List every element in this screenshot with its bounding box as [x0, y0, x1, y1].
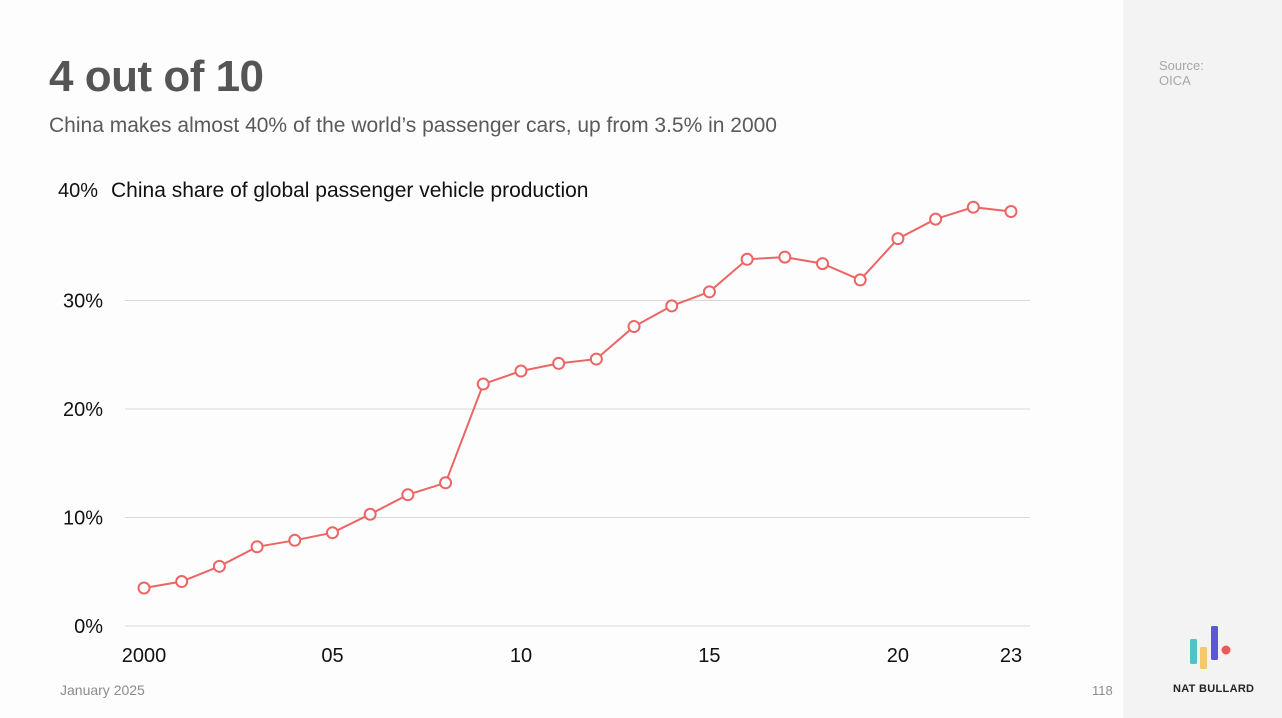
- data-point: [175, 575, 189, 589]
- line-chart: 0% 10% 20% 30% 40% 2000 05 10 15 20 23 China shar…: [58, 179, 1030, 667]
- x-tick-label: 23: [1000, 645, 1022, 667]
- data-point: [665, 299, 679, 313]
- x-tick-label: 2000: [122, 645, 167, 667]
- data-point: [702, 285, 716, 299]
- data-point: [816, 257, 830, 271]
- slide-sidebar: [1123, 0, 1282, 718]
- source-label: Source:: [1159, 58, 1204, 73]
- x-tick-label: 05: [321, 645, 343, 667]
- data-point: [401, 488, 415, 502]
- data-point: [778, 250, 792, 264]
- slide-subtitle: China makes almost 40% of the world’s pa…: [49, 114, 777, 137]
- slide-title: 4 out of 10: [49, 52, 264, 101]
- data-point: [552, 356, 566, 370]
- data-point: [853, 273, 867, 287]
- logo-teal-bar: [1190, 639, 1197, 664]
- series-line: [143, 206, 1012, 589]
- page-number: 118: [1092, 683, 1113, 698]
- y-tick-label: 40%: [58, 180, 98, 202]
- brand-name: NAT BULLARD: [1173, 683, 1255, 695]
- data-point: [476, 377, 490, 391]
- y-tick-label: 20%: [63, 399, 103, 421]
- logo-purple-bar: [1211, 626, 1218, 660]
- data-point: [929, 212, 943, 226]
- x-tick-label: 20: [887, 645, 909, 667]
- logo-red-dot: [1221, 645, 1231, 655]
- data-point: [966, 200, 980, 214]
- y-tick-label: 0%: [74, 616, 103, 638]
- x-tick-label: 10: [510, 645, 532, 667]
- y-tick-label: 10%: [63, 508, 103, 530]
- y-tick-label: 30%: [63, 291, 103, 313]
- data-point: [589, 352, 603, 366]
- data-point: [514, 364, 528, 378]
- brand-logo-icon: [1190, 626, 1231, 669]
- data-point: [137, 581, 151, 595]
- data-point: [627, 320, 641, 334]
- chart-title: China share of global passenger vehicle …: [111, 179, 588, 202]
- data-point: [1004, 205, 1018, 219]
- data-point: [740, 252, 754, 266]
- data-point: [212, 559, 226, 573]
- data-point: [325, 526, 339, 540]
- data-point: [891, 232, 905, 246]
- data-point: [363, 507, 377, 521]
- source-name: OICA: [1159, 73, 1191, 88]
- footer-date: January 2025: [60, 682, 145, 698]
- x-tick-label: 15: [698, 645, 720, 667]
- data-point: [288, 533, 302, 547]
- data-point: [439, 476, 453, 490]
- logo-yellow-bar: [1200, 647, 1207, 669]
- source-note: Source: OICA: [1159, 58, 1204, 88]
- data-point: [250, 540, 264, 554]
